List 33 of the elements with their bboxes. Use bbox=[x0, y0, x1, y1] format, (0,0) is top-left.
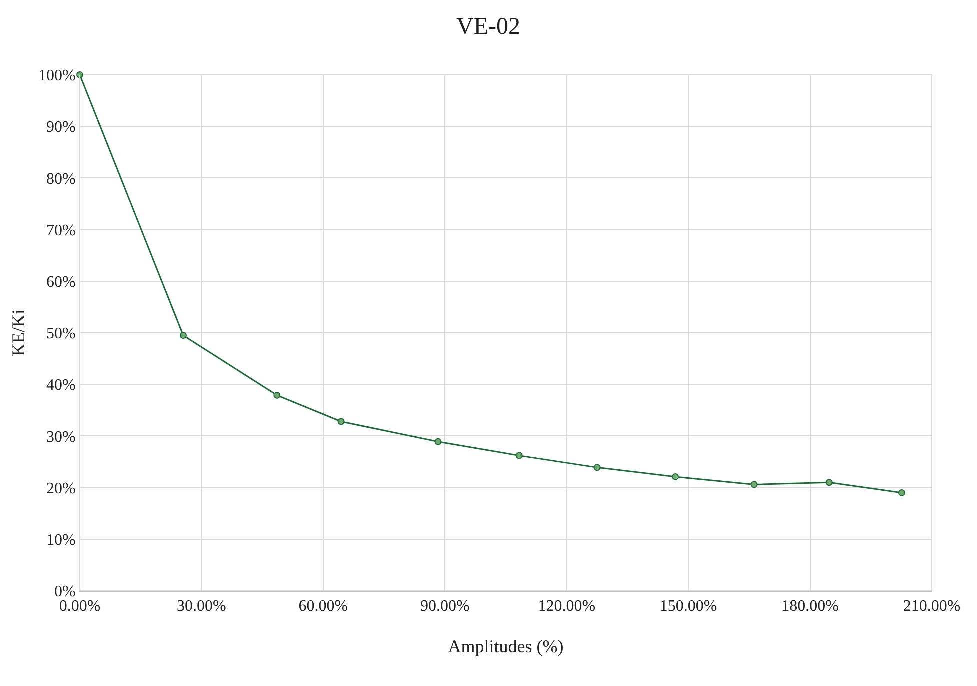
x-tick-label: 30.00% bbox=[177, 598, 226, 616]
x-tick-label: 0.00% bbox=[59, 598, 101, 616]
x-axis-title: Amplitudes (%) bbox=[448, 636, 564, 656]
y-tick-label: 10% bbox=[46, 532, 76, 549]
point bbox=[76, 72, 84, 78]
point bbox=[338, 418, 345, 426]
y-tick-label: 30% bbox=[46, 428, 76, 446]
y-axis-title: KE/Ki bbox=[8, 310, 29, 356]
x-tick-label: 210.00% bbox=[903, 598, 961, 616]
point bbox=[180, 332, 187, 340]
y-tick-label: 20% bbox=[46, 480, 76, 498]
point bbox=[826, 479, 833, 486]
point bbox=[594, 464, 601, 472]
point bbox=[434, 438, 442, 446]
point bbox=[750, 481, 758, 488]
y-tick-label: 40% bbox=[46, 377, 76, 394]
point bbox=[516, 452, 523, 460]
x-tick-label: 60.00% bbox=[298, 598, 348, 616]
y-tick-label: 70% bbox=[46, 222, 76, 240]
y-tick-label: 0% bbox=[54, 584, 76, 601]
x-tick-label: 90.00% bbox=[420, 598, 470, 616]
y-tick-label: 90% bbox=[46, 119, 76, 136]
chart-title: VE-02 bbox=[456, 14, 520, 40]
y-tick-label: 60% bbox=[46, 274, 76, 291]
y-tick-label: 50% bbox=[46, 326, 76, 343]
y-tick-label: 80% bbox=[46, 170, 76, 188]
point bbox=[672, 473, 680, 480]
point bbox=[274, 392, 281, 399]
x-tick-label: 180.00% bbox=[782, 598, 839, 616]
x-tick-label: 120.00% bbox=[538, 598, 596, 616]
point bbox=[898, 489, 906, 496]
y-tick-label: 100% bbox=[38, 68, 76, 85]
x-tick-label: 150.00% bbox=[660, 598, 718, 616]
